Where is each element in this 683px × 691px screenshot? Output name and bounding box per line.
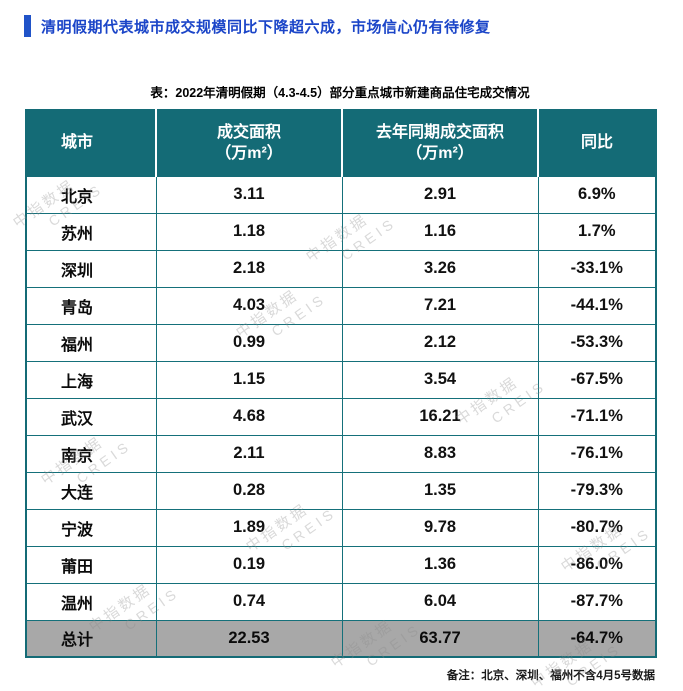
table-row: 宁波 1.89 9.78 -80.7% [25,508,657,547]
header-cell-area: 成交面积 （万m²） [155,109,343,177]
data-table: 城市 成交面积 （万m²） 去年同期成交面积 （万m²） 同比 北京 3.11 [25,109,657,658]
cell-yoy: -33.1% [537,249,657,288]
cell-last-year: 3.54 [341,360,539,399]
cell-area: 2.11 [155,434,343,473]
table-row: 福州 0.99 2.12 -53.3% [25,323,657,362]
accent-bar [24,15,31,37]
table-row: 深圳 2.18 3.26 -33.1% [25,249,657,288]
table-row: 大连 0.28 1.35 -79.3% [25,471,657,510]
cell-city: 南京 [25,434,157,473]
footnote: 备注：北京、深圳、福州不含4月5号数据 [446,670,655,682]
cell-yoy: 1.7% [537,212,657,251]
cell-area: 1.15 [155,360,343,399]
total-cell-yoy: -64.7% [537,619,657,658]
cell-last-year: 6.04 [341,582,539,621]
cell-yoy: -76.1% [537,434,657,473]
header-cell-city: 城市 [25,109,157,177]
page-title: 清明假期代表城市成交规模同比下降超六成，市场信心仍有待修复 [41,18,491,36]
cell-last-year: 1.35 [341,471,539,510]
table-row: 北京 3.11 2.91 6.9% [25,175,657,214]
total-cell-last-year: 63.77 [341,619,539,658]
cell-city: 苏州 [25,212,157,251]
table-row: 温州 0.74 6.04 -87.7% [25,582,657,621]
cell-yoy: -71.1% [537,397,657,436]
header-last-line2: （万m²） [406,145,474,163]
cell-area: 4.68 [155,397,343,436]
header-last-line1: 去年同期成交面积 [375,123,504,141]
total-row: 总计 22.53 63.77 -64.7% [25,619,657,658]
total-cell-label: 总计 [25,619,157,658]
table-row: 南京 2.11 8.83 -76.1% [25,434,657,473]
cell-yoy: -53.3% [537,323,657,362]
header-cell-yoy: 同比 [537,109,657,177]
cell-last-year: 9.78 [341,508,539,547]
table-row: 上海 1.15 3.54 -67.5% [25,360,657,399]
header-area-line2: （万m²） [215,145,283,163]
table-caption: 表：2022年清明假期（4.3-4.5）部分重点城市新建商品住宅成交情况 [150,86,530,100]
cell-yoy: -80.7% [537,508,657,547]
header-area-line1: 成交面积 [216,123,281,141]
header-row: 城市 成交面积 （万m²） 去年同期成交面积 （万m²） 同比 [25,109,657,177]
cell-yoy: -67.5% [537,360,657,399]
cell-last-year: 3.26 [341,249,539,288]
cell-yoy: 6.9% [537,175,657,214]
cell-area: 1.89 [155,508,343,547]
cell-yoy: -86.0% [537,545,657,584]
cell-last-year: 2.91 [341,175,539,214]
cell-last-year: 2.12 [341,323,539,362]
cell-city: 温州 [25,582,157,621]
cell-city: 青岛 [25,286,157,325]
table-row: 莆田 0.19 1.36 -86.0% [25,545,657,584]
cell-area: 3.11 [155,175,343,214]
cell-yoy: -87.7% [537,582,657,621]
cell-area: 0.28 [155,471,343,510]
cell-area: 1.18 [155,212,343,251]
cell-last-year: 1.36 [341,545,539,584]
cell-yoy: -79.3% [537,471,657,510]
cell-city: 大连 [25,471,157,510]
cell-last-year: 8.83 [341,434,539,473]
cell-city: 福州 [25,323,157,362]
table-row: 武汉 4.68 16.21 -71.1% [25,397,657,436]
cell-city: 深圳 [25,249,157,288]
table-row: 青岛 4.03 7.21 -44.1% [25,286,657,325]
table-row: 苏州 1.18 1.16 1.7% [25,212,657,251]
cell-city: 宁波 [25,508,157,547]
cell-last-year: 7.21 [341,286,539,325]
cell-area: 0.19 [155,545,343,584]
cell-area: 0.99 [155,323,343,362]
cell-area: 2.18 [155,249,343,288]
cell-city: 武汉 [25,397,157,436]
total-cell-area: 22.53 [155,619,343,658]
cell-last-year: 1.16 [341,212,539,251]
cell-area: 0.74 [155,582,343,621]
cell-city: 上海 [25,360,157,399]
header-cell-last-year: 去年同期成交面积 （万m²） [341,109,539,177]
cell-yoy: -44.1% [537,286,657,325]
cell-last-year: 16.21 [341,397,539,436]
headline: 清明假期代表城市成交规模同比下降超六成，市场信心仍有待修复 [24,14,683,38]
cell-area: 4.03 [155,286,343,325]
cell-city: 莆田 [25,545,157,584]
cell-city: 北京 [25,175,157,214]
data-table-wrap: 城市 成交面积 （万m²） 去年同期成交面积 （万m²） 同比 北京 3.11 [25,109,683,658]
